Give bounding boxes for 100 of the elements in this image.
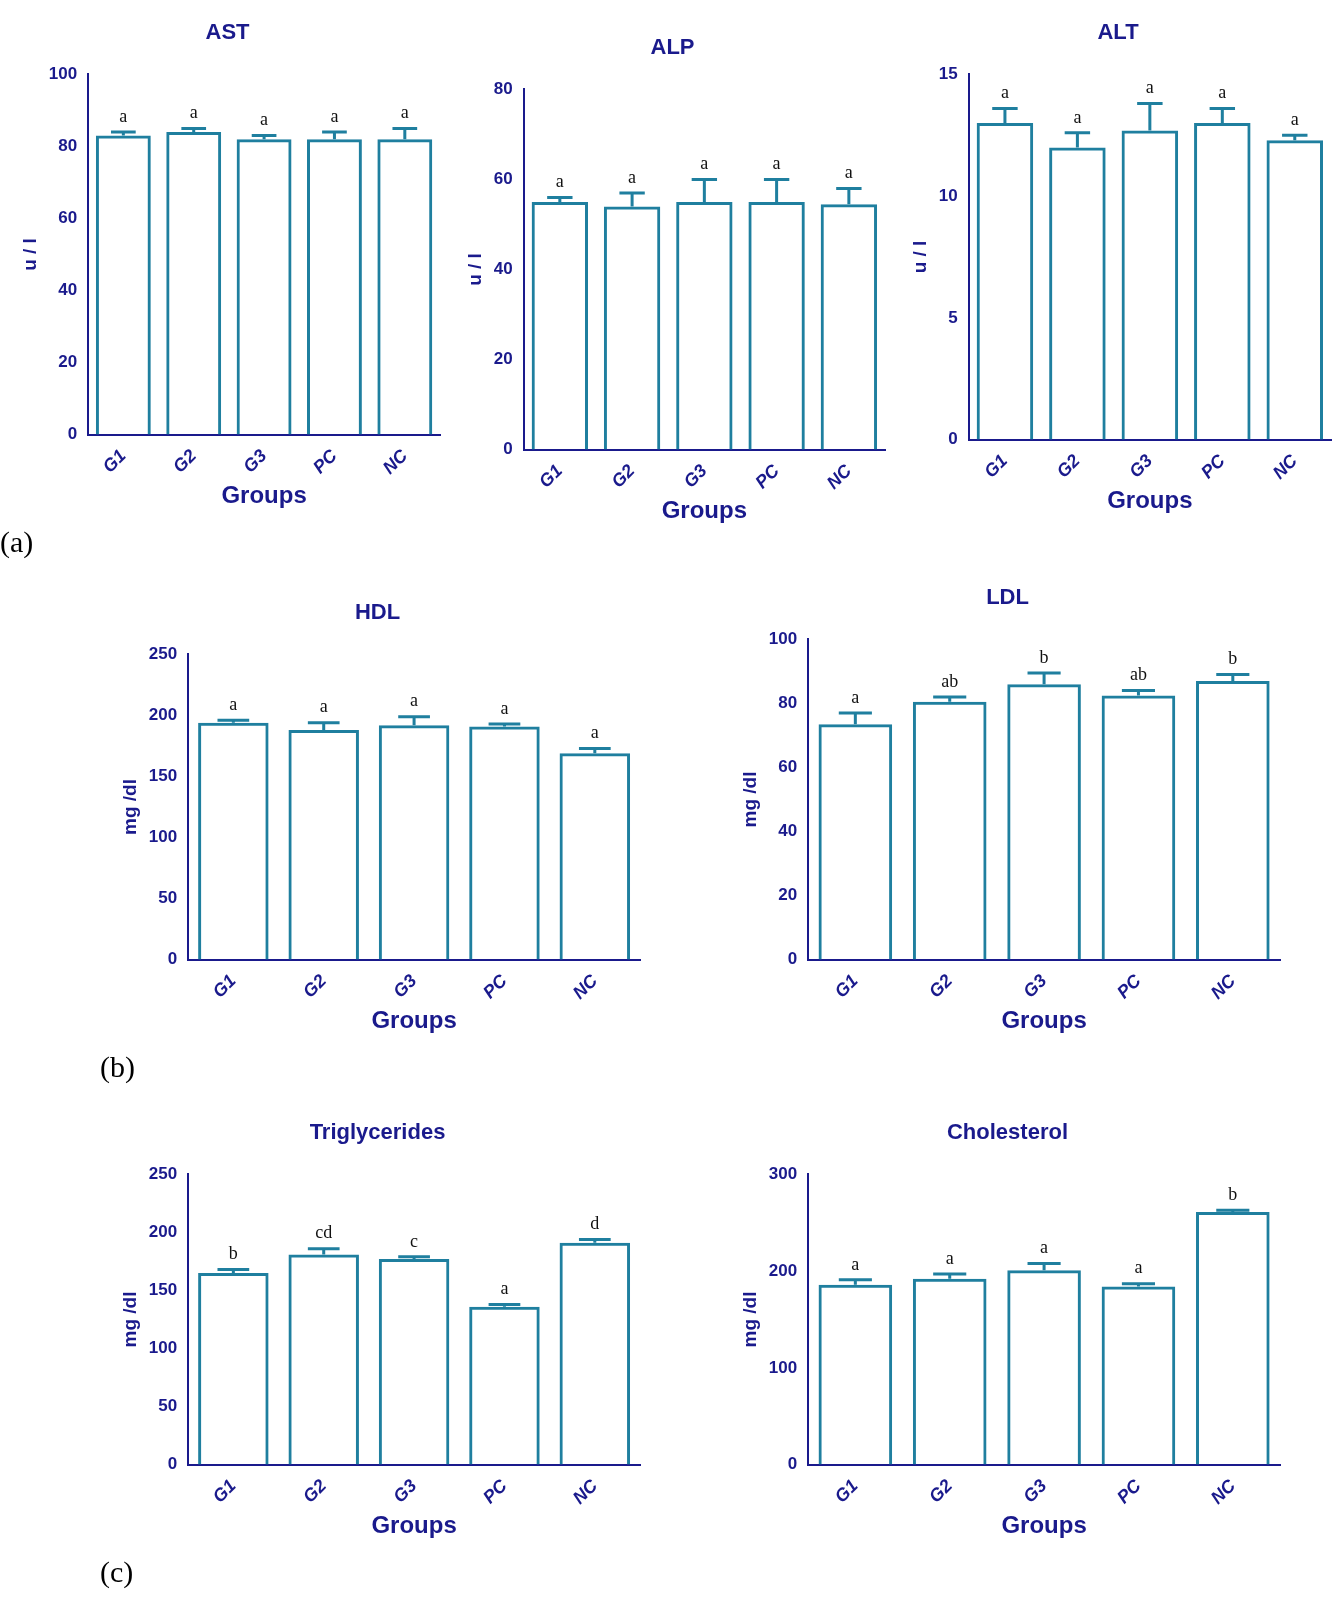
annotation: a <box>119 105 128 126</box>
x-axis-title: Groups <box>371 1511 457 1539</box>
x-tick-label: G1 <box>830 970 862 1002</box>
annotation: a <box>500 1278 509 1299</box>
x-tick-label: G3 <box>1019 1475 1051 1507</box>
y-tick-label: 5 <box>948 307 958 327</box>
y-tick-label: 0 <box>787 1454 798 1474</box>
y-tick-label: 20 <box>493 349 513 369</box>
x-tick-label: G3 <box>389 1475 421 1507</box>
x-tick-label: G3 <box>239 445 271 477</box>
y-tick-label: 200 <box>148 1222 178 1242</box>
x-tick-label: G1 <box>208 1475 240 1507</box>
y-tick-label: 20 <box>778 885 798 905</box>
annotation: a <box>590 722 599 743</box>
chart-title: Triglycerides <box>309 1119 446 1145</box>
y-tick-label: 0 <box>787 949 798 969</box>
y-tick-label: 250 <box>148 1164 178 1184</box>
annotation: a <box>851 686 860 707</box>
y-tick-label: 40 <box>778 821 798 841</box>
annotation: a <box>628 166 637 187</box>
annotation: a <box>1040 1237 1049 1258</box>
x-axis-title: Groups <box>661 496 748 524</box>
annotation: a <box>1145 77 1154 98</box>
x-tick-label: NC <box>822 459 856 493</box>
annotation: a <box>500 697 509 718</box>
x-tick-label: NC <box>1206 1474 1240 1508</box>
annotation: a <box>772 153 781 174</box>
x-axis-title: Groups <box>221 481 307 509</box>
y-tick-label: 50 <box>158 1396 178 1416</box>
annotation: a <box>260 109 269 130</box>
y-axis-title: mg /dl <box>118 778 140 835</box>
text: (a) <box>0 525 34 559</box>
y-axis-title: mg /dl <box>738 1291 760 1348</box>
y-axis-title: u / l <box>908 240 930 274</box>
x-tick-label: G1 <box>535 460 567 492</box>
y-tick-label: 50 <box>158 888 178 908</box>
x-tick-label: NC <box>1206 969 1240 1003</box>
annotation: ab <box>1129 664 1147 685</box>
y-tick-label: 80 <box>778 693 798 713</box>
y-tick-label: 150 <box>148 766 178 786</box>
annotation: a <box>700 153 709 174</box>
annotation: cd <box>315 1222 333 1243</box>
chart-title: LDL <box>986 584 1029 610</box>
x-tick-label: G2 <box>924 970 957 1002</box>
y-tick-label: 80 <box>493 79 513 99</box>
chart-title: ALT <box>1097 19 1140 45</box>
y-tick-label: 150 <box>148 1280 178 1300</box>
annotation: a <box>410 690 419 711</box>
x-tick-label: PC <box>1196 449 1230 483</box>
x-tick-label: G1 <box>830 1475 862 1507</box>
y-tick-label: 200 <box>148 705 178 725</box>
x-tick-label: G2 <box>168 445 201 477</box>
annotation: a <box>1290 108 1299 129</box>
y-tick-label: 40 <box>493 259 513 279</box>
annotation: b <box>1228 1183 1238 1204</box>
x-tick-label: PC <box>478 969 512 1003</box>
annotation: a <box>844 162 853 183</box>
y-tick-label: 20 <box>58 352 78 372</box>
annotation: a <box>555 171 564 192</box>
annotation: c <box>410 1230 419 1251</box>
x-tick-label: NC <box>378 444 412 478</box>
annotation: a <box>229 694 238 715</box>
y-tick-label: 15 <box>938 64 958 84</box>
y-axis-title: mg /dl <box>118 1291 140 1348</box>
x-tick-label: G2 <box>607 460 639 492</box>
x-tick-label: NC <box>1268 449 1302 483</box>
annotation: a <box>330 105 339 126</box>
y-tick-label: 0 <box>167 1454 178 1474</box>
annotation: a <box>319 696 328 717</box>
x-tick-label: G2 <box>924 1475 957 1507</box>
x-tick-label: PC <box>751 459 784 493</box>
x-tick-label: G1 <box>98 445 130 477</box>
y-tick-label: 100 <box>148 827 178 847</box>
annotation: a <box>1218 82 1227 103</box>
y-tick-label: 60 <box>778 757 798 777</box>
annotation: a <box>945 1247 954 1268</box>
y-tick-label: 100 <box>48 64 78 84</box>
y-tick-label: 250 <box>148 644 178 664</box>
chart-title: ALP <box>650 34 695 60</box>
annotation: ab <box>941 670 959 691</box>
x-tick-label: PC <box>308 444 342 478</box>
y-tick-label: 40 <box>58 280 78 300</box>
y-tick-label: 60 <box>58 208 78 228</box>
y-tick-label: 10 <box>938 185 958 205</box>
chart-title: HDL <box>354 599 401 625</box>
x-tick-label: PC <box>1112 969 1146 1003</box>
annotation: d <box>590 1213 600 1234</box>
text: (c) <box>100 1555 134 1589</box>
annotation: a <box>851 1253 860 1274</box>
annotation: a <box>1073 106 1082 127</box>
x-tick-label: PC <box>478 1474 512 1508</box>
chart-title: AST <box>205 19 251 45</box>
x-tick-label: PC <box>1112 1474 1146 1508</box>
x-tick-label: G3 <box>1125 450 1157 482</box>
annotation: a <box>1000 82 1009 103</box>
x-tick-label: NC <box>568 1474 602 1508</box>
y-tick-label: 60 <box>493 169 513 189</box>
x-tick-label: G1 <box>980 450 1012 482</box>
x-tick-label: G3 <box>1019 970 1051 1002</box>
y-tick-label: 200 <box>768 1260 798 1280</box>
